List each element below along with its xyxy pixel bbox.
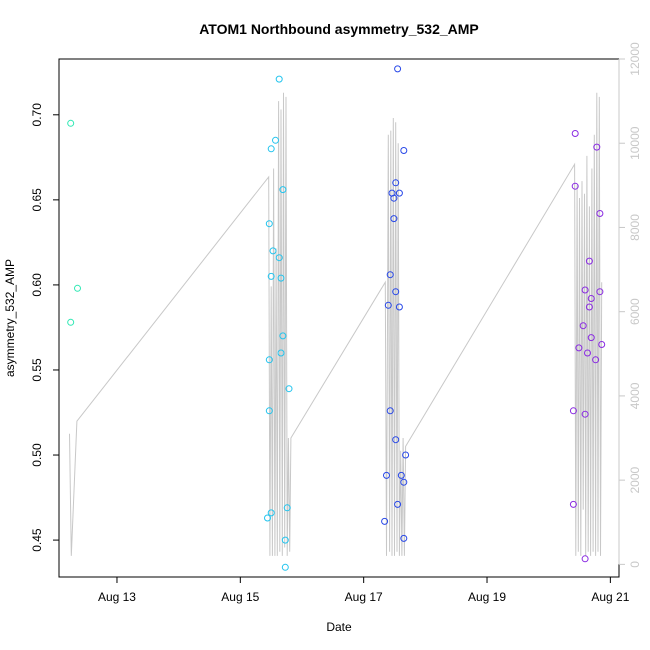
- data-point: [265, 407, 273, 415]
- data-point: [390, 194, 398, 202]
- x-tick-label: Aug 13: [98, 590, 136, 604]
- x-tick-label: Aug 17: [345, 590, 383, 604]
- data-point: [581, 286, 589, 294]
- data-point: [394, 500, 402, 508]
- data-point: [277, 274, 285, 282]
- y-axis-label: asymmetry_532_AMP: [3, 259, 17, 377]
- data-point: [269, 247, 277, 255]
- data-point: [585, 257, 593, 265]
- data-point: [569, 500, 577, 508]
- data-point: [571, 130, 579, 137]
- data-point: [587, 295, 595, 302]
- data-point: [279, 332, 287, 340]
- right-y-tick-label: 6000: [628, 298, 642, 325]
- y-tick-label: 0.65: [30, 188, 44, 212]
- data-point: [267, 509, 275, 517]
- data-point: [395, 189, 403, 197]
- data-point: [394, 65, 402, 73]
- data-point: [392, 288, 400, 296]
- data-point: [265, 220, 273, 228]
- right-y-tick-label: 12000: [628, 42, 642, 76]
- data-point: [67, 318, 75, 326]
- data-point: [400, 534, 408, 542]
- data-point: [386, 407, 394, 415]
- data-point: [386, 271, 394, 279]
- data-point: [279, 186, 287, 194]
- x-axis-label: Date: [326, 620, 352, 634]
- right-y-tick-label: 10000: [628, 126, 642, 160]
- x-axis: Aug 13 Aug 15 Aug 17 Aug 19 Aug 21: [98, 576, 630, 604]
- data-point: [281, 563, 289, 571]
- data-point: [579, 322, 587, 330]
- series-line: [69, 92, 603, 556]
- y-tick-label: 0.50: [30, 443, 44, 467]
- data-point: [581, 410, 589, 418]
- data-point: [395, 303, 403, 311]
- x-tick-label: Aug 21: [591, 590, 629, 604]
- data-point: [277, 349, 285, 357]
- data-point: [384, 301, 392, 309]
- data-point: [592, 356, 600, 364]
- right-y-tick-label: 2000: [628, 466, 642, 493]
- data-point: [283, 504, 291, 512]
- data-point: [397, 471, 405, 479]
- data-point: [392, 436, 400, 444]
- data-point: [584, 349, 591, 357]
- data-point: [285, 385, 293, 393]
- data-point: [575, 344, 583, 352]
- plot-frame: [58, 58, 620, 578]
- y-axis: 0.45 0.50 0.55 0.60 0.65 0.70: [30, 103, 60, 552]
- right-y-tick-label: 0: [628, 561, 642, 568]
- data-point: [598, 341, 606, 348]
- data-point: [265, 356, 273, 364]
- right-y-axis: 0 2000 4000 6000 8000 10000 12000: [618, 42, 642, 568]
- data-point: [281, 536, 289, 544]
- data-point: [400, 147, 408, 154]
- y-tick-label: 0.60: [30, 273, 44, 297]
- data-point: [596, 210, 604, 217]
- data-point: [400, 478, 408, 486]
- plot-points-layer: [67, 65, 606, 571]
- y-tick-label: 0.55: [30, 358, 44, 382]
- data-point: [402, 451, 410, 459]
- y-tick-label: 0.45: [30, 528, 44, 552]
- data-point: [267, 272, 275, 280]
- data-point: [585, 303, 593, 311]
- data-point: [67, 119, 75, 127]
- data-point: [264, 514, 271, 522]
- data-point: [581, 555, 589, 563]
- data-point: [593, 143, 601, 151]
- data-point: [272, 136, 279, 144]
- y-tick-label: 0.70: [30, 103, 44, 127]
- data-point: [390, 215, 398, 223]
- data-point: [275, 254, 283, 262]
- data-point: [74, 284, 81, 292]
- right-y-tick-label: 4000: [628, 382, 642, 409]
- data-point: [392, 179, 400, 187]
- plot-lines-layer: [69, 92, 603, 556]
- data-point: [267, 145, 275, 153]
- data-point: [587, 334, 595, 342]
- data-point: [275, 75, 283, 83]
- data-point: [383, 471, 390, 479]
- chart-title: ATOM1 Northbound asymmetry_532_AMP: [199, 21, 479, 37]
- data-point: [569, 407, 577, 415]
- data-point: [596, 288, 604, 296]
- x-tick-label: Aug 19: [468, 590, 506, 604]
- data-point: [571, 182, 579, 190]
- right-y-tick-label: 8000: [628, 214, 642, 241]
- x-tick-label: Aug 15: [221, 590, 259, 604]
- data-point: [381, 517, 389, 525]
